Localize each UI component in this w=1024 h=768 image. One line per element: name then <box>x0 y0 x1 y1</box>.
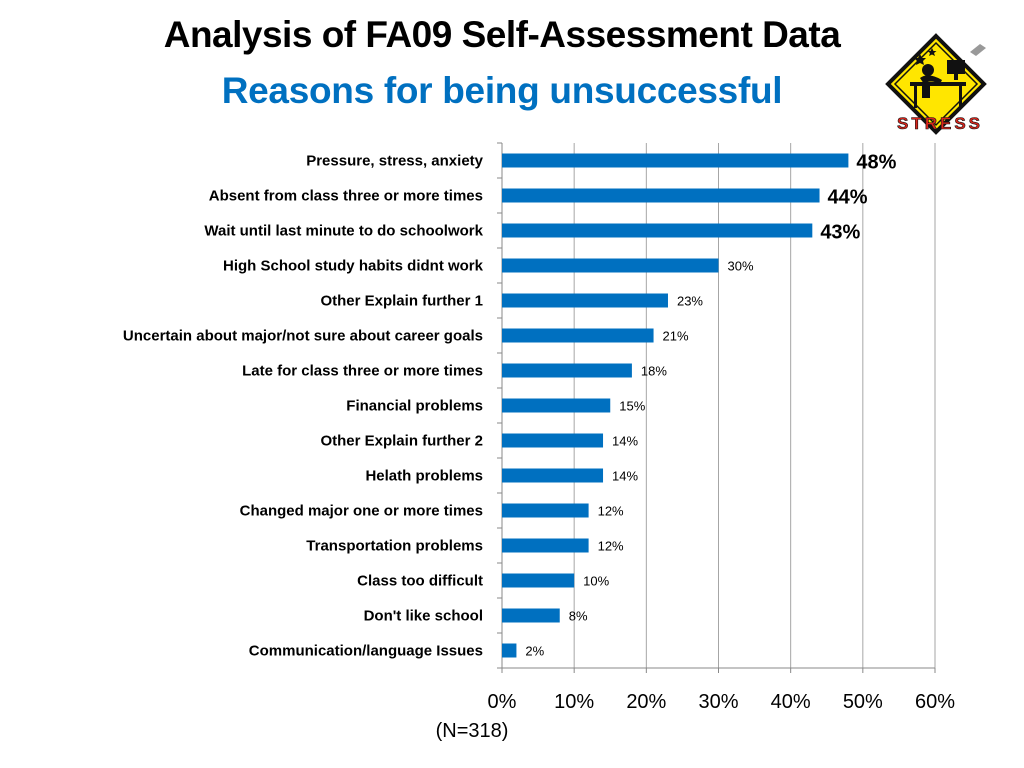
data-label: 48% <box>856 152 896 174</box>
category-label: Other Explain further 1 <box>320 293 483 310</box>
category-label: Late for class three or more times <box>242 363 483 380</box>
data-label: 12% <box>598 504 624 519</box>
data-label: 10% <box>583 574 609 589</box>
bar <box>502 503 589 518</box>
category-label: Helath problems <box>365 468 483 485</box>
data-label: 18% <box>641 364 667 379</box>
x-tick-label: 40% <box>771 691 811 713</box>
stressed-person-at-desk-icon <box>885 33 987 135</box>
category-label: Changed major one or more times <box>240 503 483 520</box>
stress-sign-logo: STRESS <box>885 33 987 135</box>
x-tick-labels: 0% 10% 20% 30% 40% 50% 60% <box>488 691 956 713</box>
data-label: 14% <box>612 469 638 484</box>
bar <box>502 538 589 553</box>
x-tick-label: 50% <box>843 691 883 713</box>
category-label: Communication/language Issues <box>249 643 483 660</box>
bar <box>502 258 719 273</box>
bar <box>502 223 813 238</box>
category-label: Class too difficult <box>357 573 483 590</box>
data-label: 15% <box>619 399 645 414</box>
x-tick-label: 60% <box>915 691 955 713</box>
bar <box>502 608 560 623</box>
category-label: Financial problems <box>346 398 483 415</box>
category-label: Pressure, stress, anxiety <box>306 153 483 170</box>
data-label: 21% <box>663 329 689 344</box>
category-label: Don't like school <box>364 608 483 625</box>
data-label: 2% <box>525 644 544 659</box>
bars <box>502 153 849 658</box>
data-label: 43% <box>820 222 860 244</box>
category-label: Other Explain further 2 <box>320 433 483 450</box>
data-labels: 48% 44% 43% 30% 23% 21% 18% 15% 14% 14% 12% 12% 10% 8… <box>525 152 896 659</box>
chart-title: Analysis of FA09 Self-Assessment Data <box>163 14 841 55</box>
data-label: 23% <box>677 294 703 309</box>
bar <box>502 188 820 203</box>
x-tick-label: 10% <box>554 691 594 713</box>
data-label: 14% <box>612 434 638 449</box>
data-label: 44% <box>828 187 868 209</box>
bar <box>502 153 849 168</box>
bar <box>502 293 668 308</box>
stress-badge-text: STRESS <box>897 114 983 133</box>
bar <box>502 573 575 588</box>
chart-subtitle: Reasons for being unsuccessful <box>221 70 783 111</box>
category-label: Transportation problems <box>306 538 483 555</box>
bar <box>502 468 604 483</box>
data-label: 30% <box>728 259 754 274</box>
category-label: High School study habits didnt work <box>223 258 484 275</box>
category-label: Wait until last minute to do schoolwork <box>204 223 483 240</box>
bar <box>502 643 517 658</box>
bar <box>502 363 632 378</box>
category-label: Uncertain about major/not sure about car… <box>123 328 483 345</box>
sample-size-note: (N=318) <box>435 720 509 742</box>
bar <box>502 398 611 413</box>
x-tick-label: 30% <box>698 691 738 713</box>
category-label: Absent from class three or more times <box>209 188 483 205</box>
x-tick-label: 0% <box>488 691 517 713</box>
data-label: 12% <box>598 539 624 554</box>
x-tick-label: 20% <box>626 691 666 713</box>
bar <box>502 328 654 343</box>
data-label: 8% <box>569 609 588 624</box>
bar <box>502 433 604 448</box>
category-labels: Pressure, stress, anxiety Absent from cla… <box>123 153 484 660</box>
